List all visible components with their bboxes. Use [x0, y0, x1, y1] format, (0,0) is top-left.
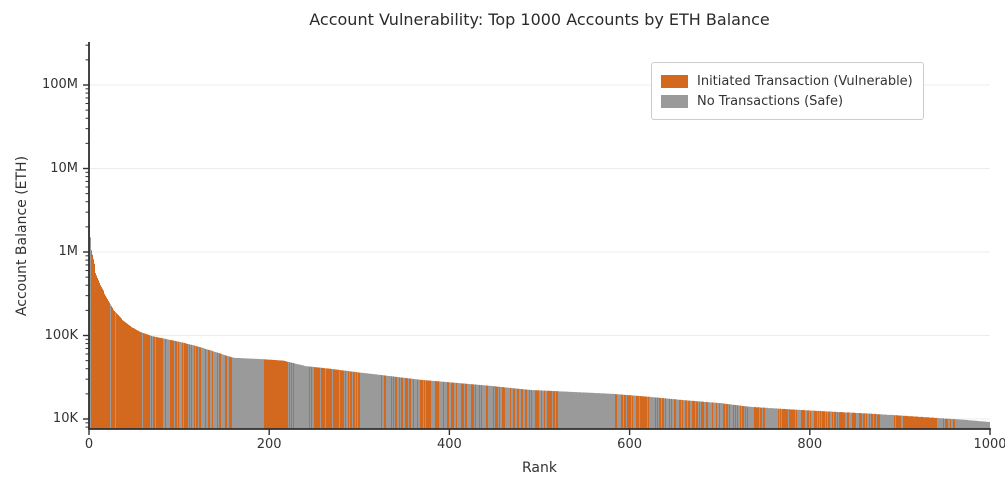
legend-label-safe: No Transactions (Safe) — [697, 93, 844, 109]
chart-title: Account Vulnerability: Top 1000 Accounts… — [309, 10, 770, 29]
y-tick-label: 100M — [41, 77, 78, 92]
legend-label-vulnerable: Initiated Transaction (Vulnerable) — [697, 73, 913, 89]
safe-swatch-icon — [661, 94, 688, 108]
y-tick-label: 100K — [44, 327, 78, 343]
vulnerable-swatch-icon — [661, 74, 688, 88]
y-tick-label: 10K — [52, 411, 78, 426]
y-tick-label: 1M — [58, 244, 79, 259]
x-tick-label: 800 — [797, 437, 823, 452]
chart-legend: Initiated Transaction (Vulnerable) No Tr… — [651, 62, 924, 120]
x-tick-label: 0 — [84, 437, 94, 452]
x-tick-label: 200 — [256, 437, 282, 452]
legend-item-safe: No Transactions (Safe) — [661, 92, 913, 110]
y-tick-label: 10M — [50, 160, 78, 176]
legend-item-vulnerable: Initiated Transaction (Vulnerable) — [661, 72, 913, 90]
x-tick-label: 1000 — [973, 437, 1005, 452]
x-tick-label: 600 — [617, 437, 642, 452]
x-tick-label: 400 — [436, 437, 462, 452]
x-axis-label: Rank — [522, 460, 557, 476]
